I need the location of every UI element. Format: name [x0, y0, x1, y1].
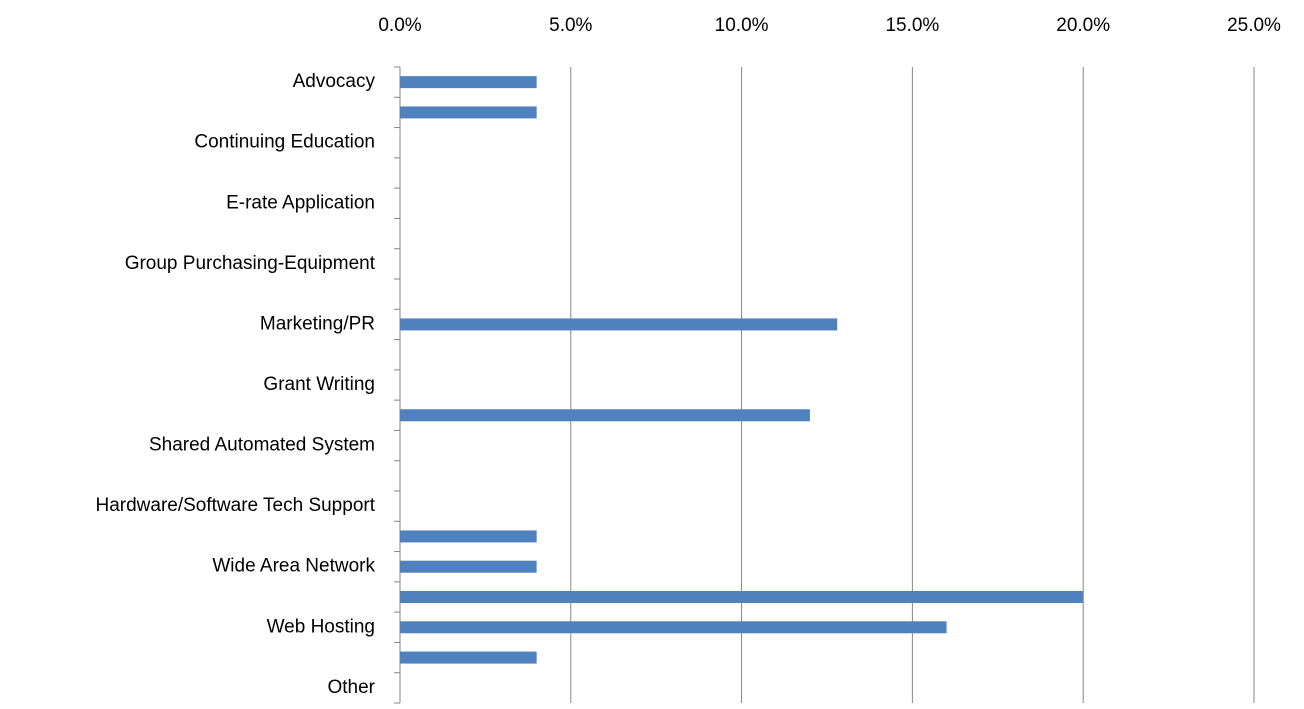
x-tick-label: 15.0% [885, 15, 939, 36]
y-tick-label: E-rate Application [226, 192, 375, 213]
y-tick-label: Wide Area Network [212, 556, 375, 577]
x-tick-label: 0.0% [378, 15, 421, 36]
bar [400, 76, 537, 89]
y-tick-label: Marketing/PR [260, 313, 375, 334]
y-tick-label: Continuing Education [194, 132, 375, 153]
bar [400, 651, 537, 664]
y-tick-label: Advocacy [293, 71, 376, 92]
x-tick-label: 25.0% [1227, 15, 1281, 36]
bar [400, 106, 537, 119]
bar [400, 318, 838, 331]
bar [400, 560, 537, 573]
y-tick-label: Other [327, 677, 375, 698]
bar [400, 530, 537, 543]
y-tick-label: Group Purchasing-Equipment [125, 253, 376, 274]
bar [400, 591, 1084, 603]
y-tick-label: Grant Writing [263, 374, 375, 395]
x-tick-label: 20.0% [1056, 15, 1110, 36]
y-tick-label: Shared Automated System [149, 435, 375, 456]
x-tick-label: 5.0% [549, 15, 592, 36]
x-tick-label: 10.0% [715, 15, 769, 36]
y-tick-label: Web Hosting [267, 616, 375, 637]
bar [400, 409, 810, 422]
y-tick-label: Hardware/Software Tech Support [95, 495, 375, 516]
bar [400, 621, 947, 634]
